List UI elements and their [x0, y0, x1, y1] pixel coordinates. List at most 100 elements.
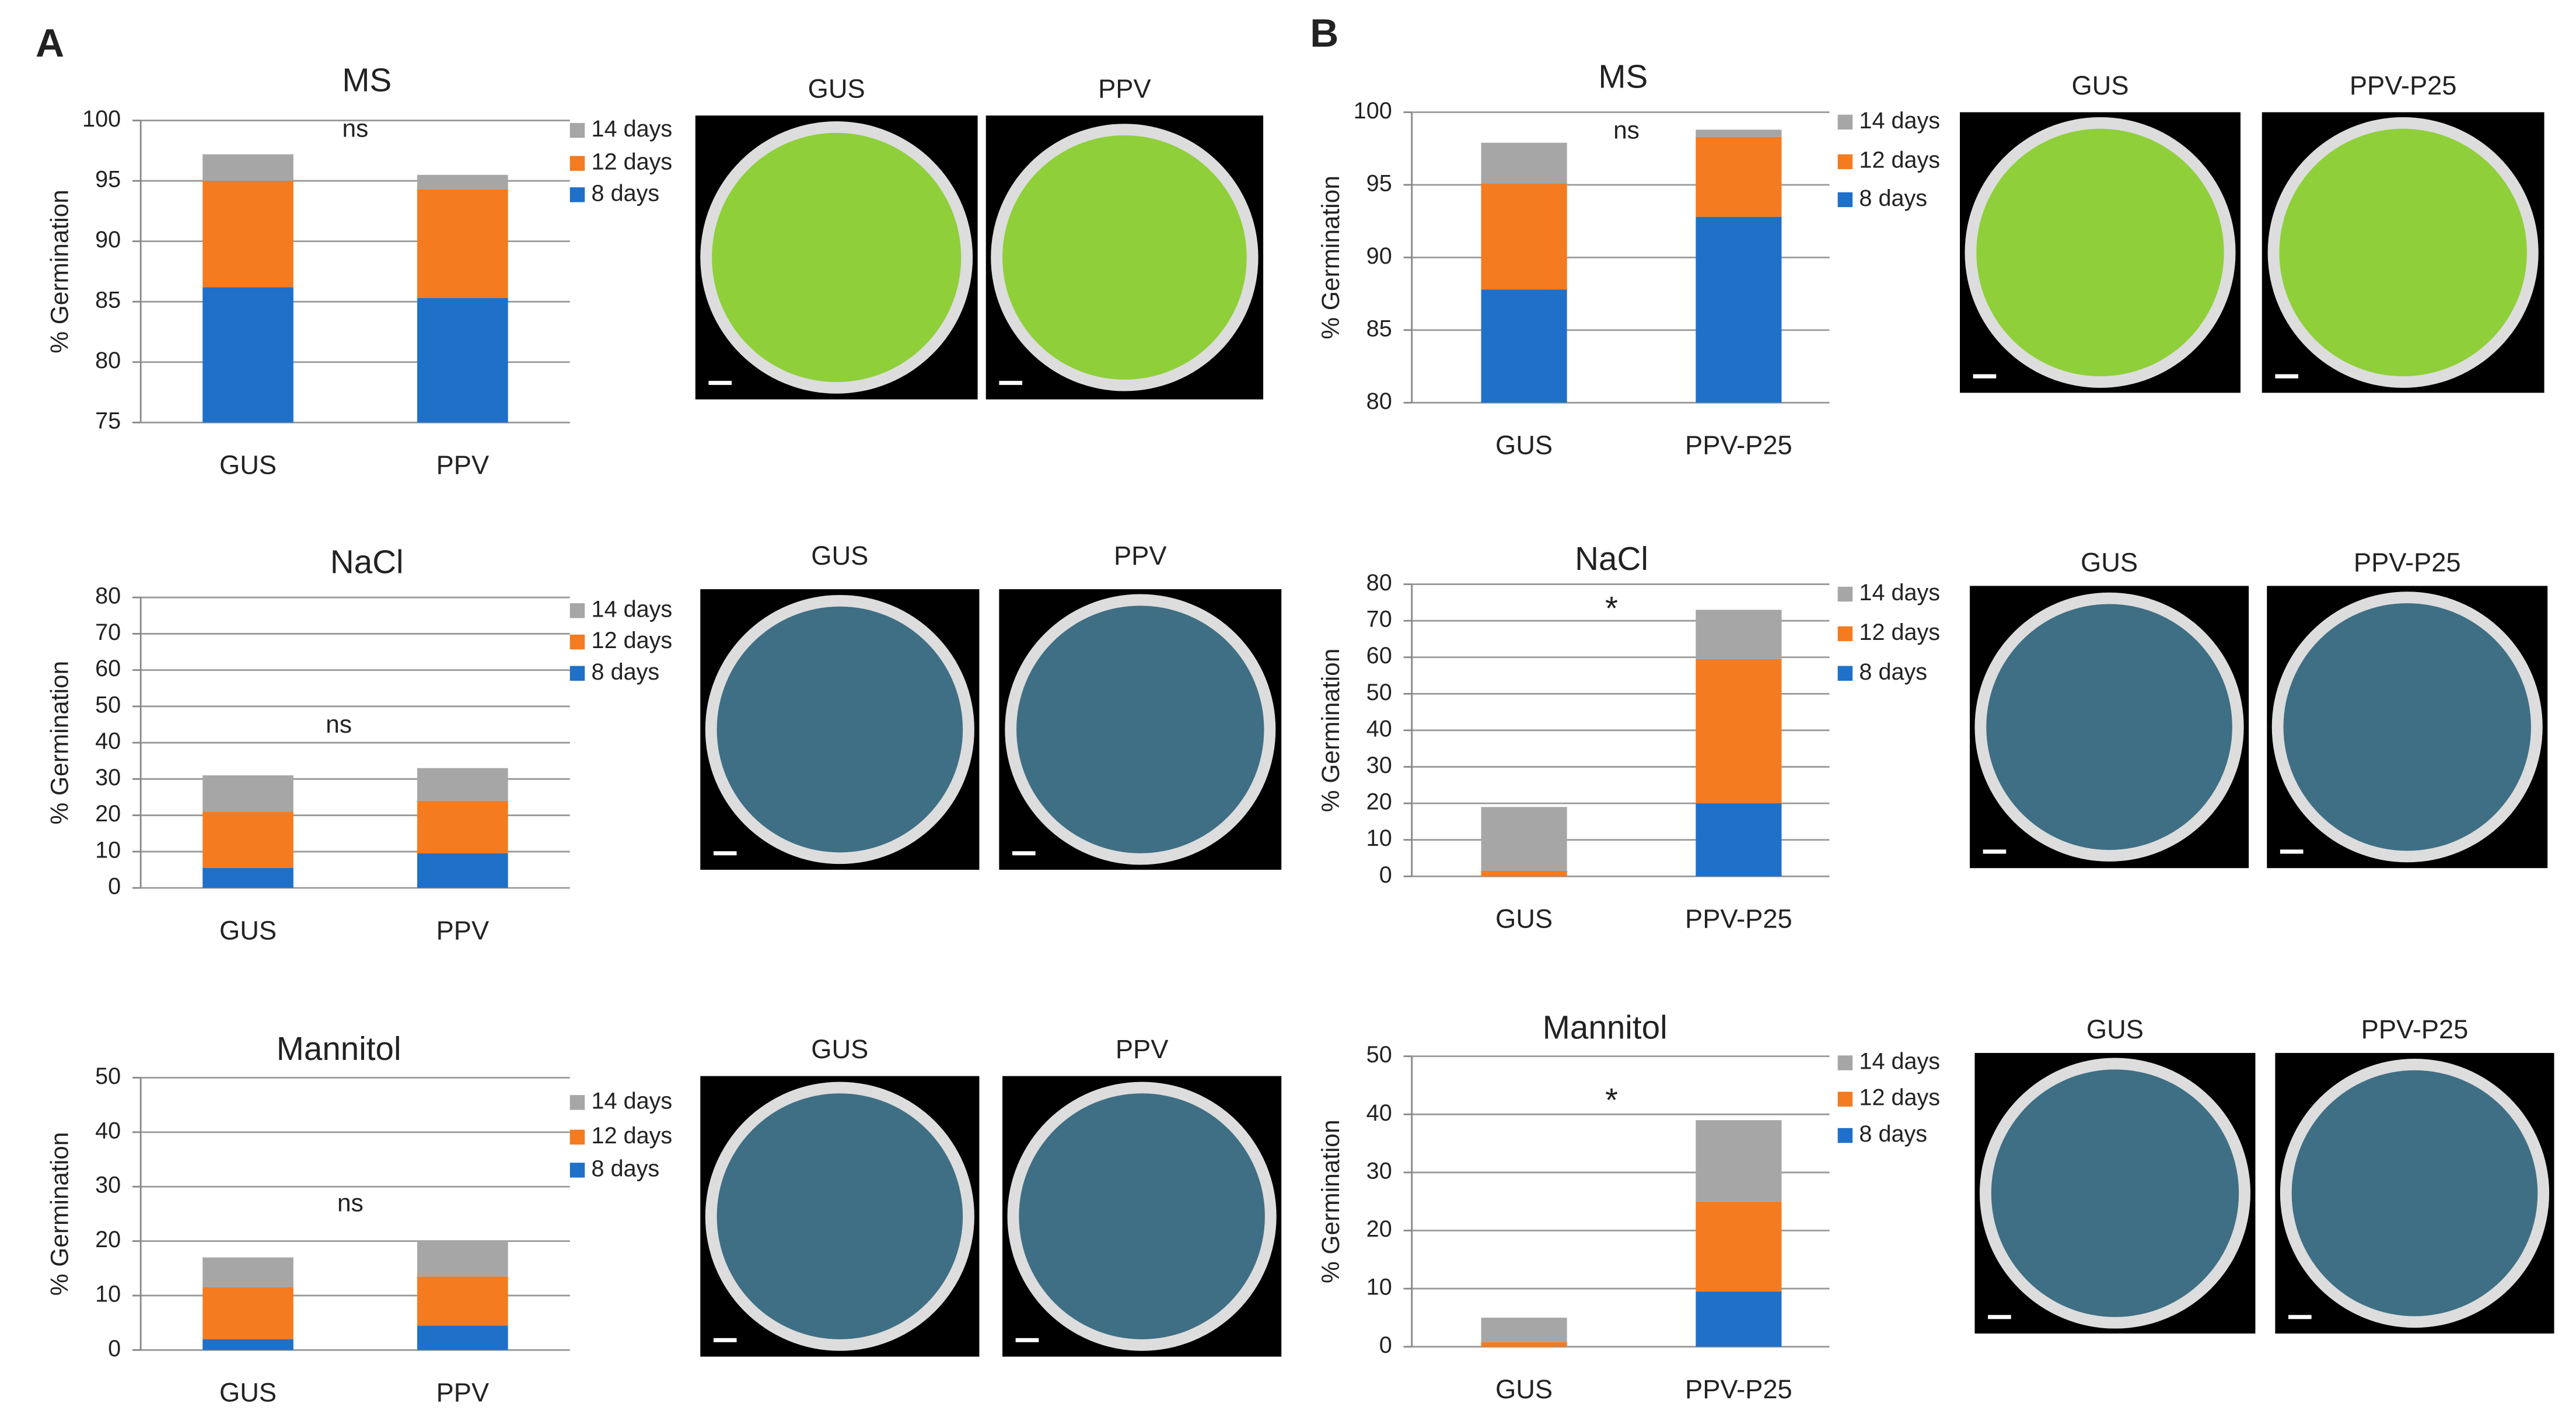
dish-medium [1002, 135, 1247, 380]
annotation: ns [337, 1189, 363, 1217]
y-axis-label: % Germination [1317, 1119, 1344, 1283]
legend-label: 8 days [592, 180, 660, 206]
y-tick-label: 10 [95, 837, 121, 863]
bar-segment [1481, 183, 1567, 290]
y-tick-label: 50 [1366, 680, 1392, 705]
photo-label: GUS [808, 74, 865, 104]
legend-label: 14 days [592, 116, 673, 142]
bar-segment [202, 867, 293, 888]
y-tick-label: 40 [95, 1118, 121, 1143]
y-tick-label: 30 [1366, 1158, 1392, 1184]
y-tick-label: 90 [95, 227, 121, 253]
photo-label: GUS [2086, 1014, 2144, 1044]
y-tick-label: 85 [1366, 316, 1392, 341]
photo-label: GUS [811, 541, 868, 570]
photo-label: PPV [1114, 541, 1167, 570]
bar-segment [1696, 1201, 1782, 1292]
legend-label: 8 days [1859, 659, 1927, 685]
bar-segment [1696, 1292, 1782, 1347]
y-tick-label: 0 [108, 874, 121, 900]
bar-segment [1481, 289, 1567, 403]
bar-segment [202, 811, 293, 868]
chart-title: NaCl [1575, 540, 1648, 577]
bar-segment [1696, 216, 1782, 403]
y-tick-label: 0 [1379, 862, 1392, 888]
y-tick-label: 70 [1366, 607, 1392, 632]
bar-segment [202, 181, 293, 288]
legend-swatch [569, 123, 585, 138]
y-tick-label: 20 [95, 801, 121, 827]
bar-segment [417, 298, 508, 423]
annotation: ns [342, 115, 369, 142]
y-axis-label: % Germination [46, 190, 74, 354]
y-tick-label: 75 [95, 408, 121, 434]
bar-segment [417, 768, 508, 801]
legend-label: 14 days [592, 1088, 673, 1114]
x-tick-label: GUS [1495, 1374, 1553, 1404]
legend-label: 12 days [1859, 1085, 1940, 1111]
annotation: ns [1613, 117, 1640, 144]
x-tick-label: GUS [1495, 430, 1553, 460]
bar-segment [1481, 142, 1567, 184]
y-tick-label: 20 [95, 1227, 121, 1252]
x-tick-label: PPV [436, 915, 490, 945]
dish-medium [716, 1093, 963, 1339]
bar-segment [1481, 1317, 1567, 1342]
y-tick-label: 70 [95, 620, 121, 645]
legend-swatch [569, 187, 585, 202]
x-tick-label: GUS [219, 450, 277, 480]
bar-segment [417, 1241, 508, 1277]
legend-swatch [1837, 1128, 1853, 1143]
legend-label: 8 days [1859, 186, 1927, 211]
legend-label: 14 days [1859, 1049, 1940, 1074]
y-tick-label: 60 [95, 656, 121, 681]
legend-swatch [1837, 154, 1853, 169]
y-tick-label: 95 [1366, 170, 1392, 196]
legend-swatch [1837, 626, 1853, 642]
bar-segment [417, 174, 508, 190]
y-axis-label: % Germination [1317, 649, 1344, 813]
panel-label: A [36, 22, 64, 65]
photo-label: PPV [1116, 1034, 1169, 1064]
y-tick-label: 100 [82, 106, 121, 132]
photo-label: PPV-P25 [2354, 548, 2461, 578]
legend-swatch [569, 666, 585, 681]
y-tick-label: 40 [1366, 716, 1392, 741]
legend-label: 14 days [592, 596, 673, 622]
legend-swatch [1837, 1055, 1853, 1070]
dish-medium [2279, 128, 2527, 377]
bar-segment [417, 1325, 508, 1350]
legend-swatch [569, 603, 585, 618]
bar-segment [202, 1339, 293, 1350]
y-tick-label: 20 [1366, 1216, 1392, 1242]
y-tick-label: 10 [1366, 1275, 1392, 1300]
bar-segment [1481, 870, 1567, 877]
dish-medium [1991, 1069, 2239, 1317]
legend-label: 12 days [1859, 620, 1940, 645]
y-tick-label: 30 [95, 1172, 121, 1198]
y-tick-label: 80 [95, 348, 121, 373]
bar-segment [1481, 1342, 1567, 1347]
y-tick-label: 30 [1366, 752, 1392, 778]
x-tick-label: PPV [436, 450, 490, 480]
y-tick-label: 80 [1366, 388, 1392, 414]
photo-label: GUS [811, 1034, 868, 1064]
legend-swatch [569, 1163, 585, 1178]
bar-segment [1696, 610, 1782, 659]
dish-medium [716, 606, 963, 853]
y-tick-label: 50 [95, 1063, 121, 1089]
y-axis-label: % Germination [1317, 176, 1344, 340]
legend-label: 14 days [1859, 108, 1940, 134]
legend-label: 12 days [592, 1123, 673, 1149]
annotation: * [1605, 590, 1618, 626]
y-axis-label: % Germination [46, 1132, 74, 1296]
legend-label: 8 days [592, 1156, 660, 1181]
legend-swatch [1837, 192, 1853, 208]
photo-label: GUS [2081, 548, 2138, 578]
annotation: * [1605, 1082, 1618, 1118]
y-tick-label: 60 [1366, 643, 1392, 668]
photo-label: GUS [2071, 71, 2128, 100]
x-tick-label: GUS [219, 1378, 277, 1408]
dish-medium [712, 132, 962, 382]
